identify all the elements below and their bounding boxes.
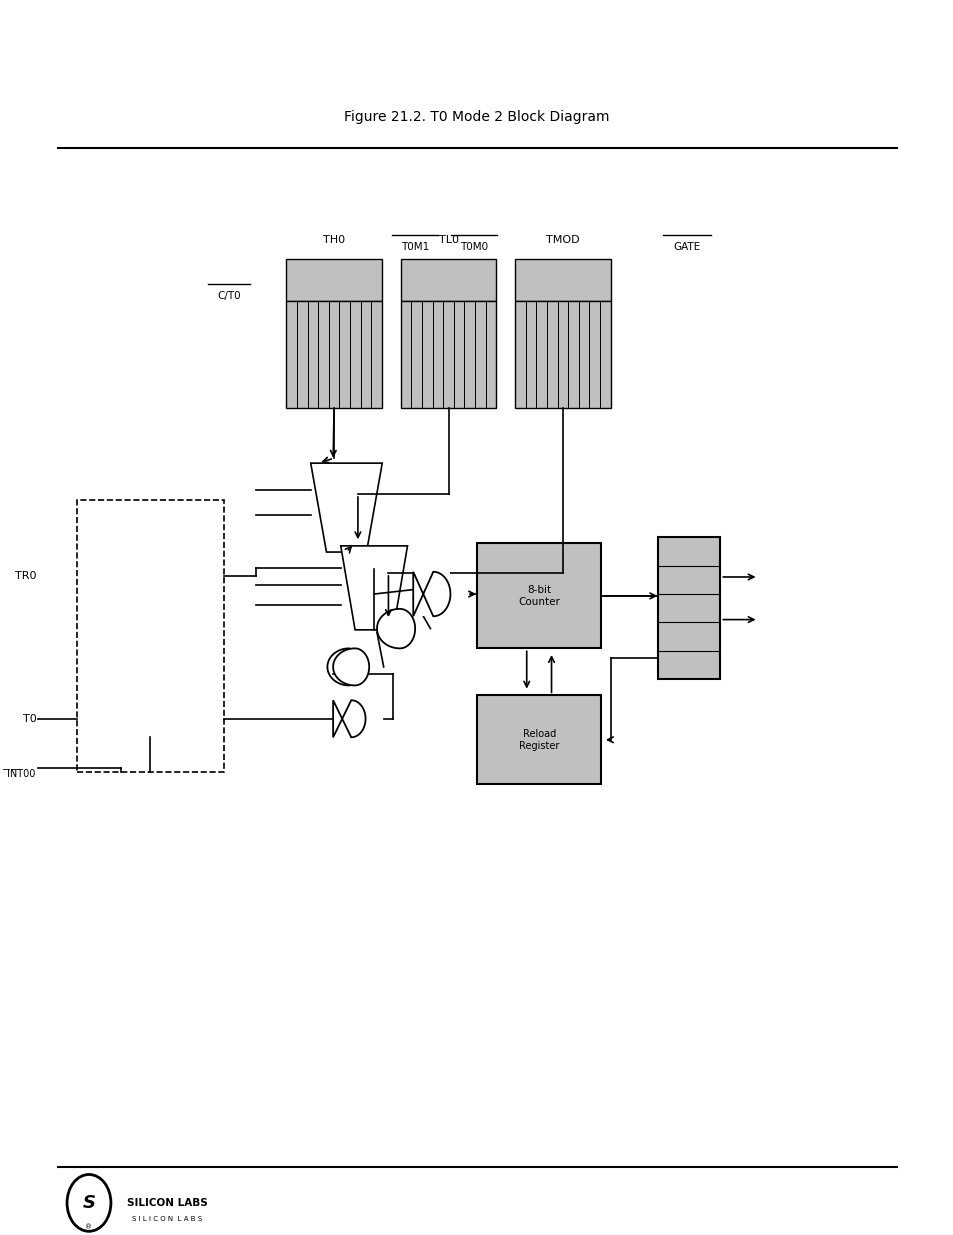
Bar — [400, 301, 496, 408]
Bar — [333, 700, 365, 737]
Bar — [515, 301, 610, 408]
Bar — [476, 695, 600, 784]
Text: Reload
Register: Reload Register — [518, 729, 558, 751]
Text: S I L I C O N  L A B S: S I L I C O N L A B S — [132, 1216, 202, 1221]
Text: TR0: TR0 — [15, 572, 36, 582]
Text: SILICON LABS: SILICON LABS — [127, 1198, 208, 1208]
Bar — [286, 301, 381, 408]
Polygon shape — [311, 463, 382, 552]
Polygon shape — [340, 546, 407, 630]
Text: C/T0: C/T0 — [217, 291, 241, 301]
Polygon shape — [333, 648, 369, 685]
Text: TL0: TL0 — [438, 235, 458, 245]
Text: 8-bit
Counter: 8-bit Counter — [517, 585, 559, 606]
Text: TMOD: TMOD — [545, 235, 579, 245]
Bar — [413, 572, 450, 616]
Text: ̅I̅N̅T00: ̅I̅N̅T00 — [9, 769, 36, 779]
Text: ®: ® — [86, 1225, 92, 1230]
Text: Figure 21.2. T0 Mode 2 Block Diagram: Figure 21.2. T0 Mode 2 Block Diagram — [344, 110, 609, 125]
Text: T0M0: T0M0 — [459, 242, 488, 252]
Polygon shape — [333, 700, 365, 737]
Polygon shape — [413, 572, 450, 616]
Text: S: S — [82, 1194, 95, 1212]
Circle shape — [67, 1174, 111, 1231]
Text: TH0: TH0 — [323, 235, 345, 245]
Bar — [658, 537, 720, 679]
Bar — [476, 543, 600, 648]
Text: GATE: GATE — [673, 242, 700, 252]
Text: T0: T0 — [23, 714, 36, 724]
Bar — [515, 259, 610, 301]
Bar — [286, 259, 381, 301]
Bar — [400, 259, 496, 301]
Bar — [76, 500, 224, 772]
Polygon shape — [376, 609, 415, 648]
Text: T0M1: T0M1 — [400, 242, 429, 252]
